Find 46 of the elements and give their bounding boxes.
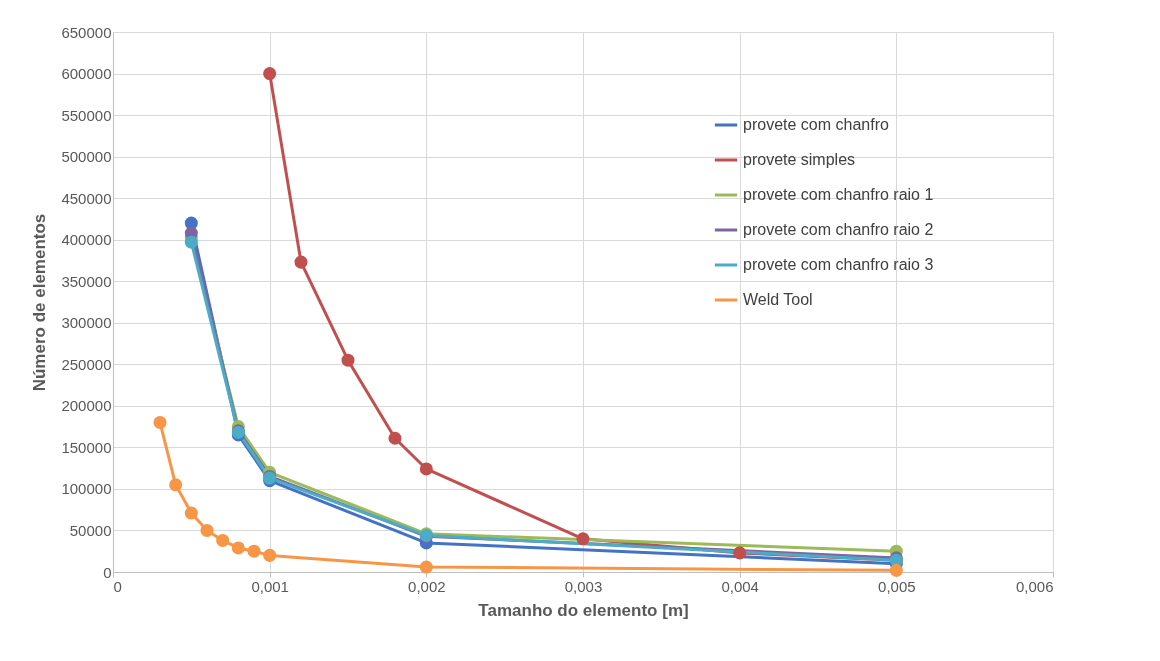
legend-label: provete com chanfro: [743, 116, 889, 133]
point: [184, 506, 198, 520]
point: [169, 478, 183, 492]
legend-label: provete com chanfro raio 2: [743, 221, 934, 238]
y-tick-label: 50000: [69, 521, 112, 539]
point: [216, 533, 230, 547]
x-tick-label: 0,002: [408, 577, 446, 595]
y-tick-label: 600000: [61, 65, 112, 83]
y-tick-label: 250000: [61, 355, 112, 373]
y-tick-label: 500000: [61, 148, 112, 166]
point: [294, 255, 308, 269]
point: [200, 523, 214, 537]
y-tick-label: 200000: [61, 397, 112, 415]
point: [263, 548, 277, 562]
point: [419, 462, 433, 476]
y-tick-label: 150000: [61, 438, 112, 456]
point: [419, 560, 433, 574]
y-axis-title: Número de elementos: [30, 213, 50, 392]
y-tick-label: 300000: [61, 314, 112, 332]
x-tick-label: 0,005: [878, 577, 916, 595]
y-tick-label: 450000: [61, 189, 112, 207]
legend-label: provete com chanfro raio 1: [743, 186, 934, 203]
point: [263, 67, 277, 81]
legend-label: provete simples: [743, 151, 856, 168]
point: [184, 235, 198, 249]
x-tick-label: 0,006: [1015, 577, 1054, 595]
y-tick-label: 400000: [61, 231, 112, 249]
point: [388, 431, 402, 445]
point: [247, 544, 261, 558]
y-tick-label: 650000: [61, 23, 112, 41]
y-tick-label: 0: [103, 563, 112, 581]
point: [153, 415, 167, 429]
x-axis-title: Tamanho do elemento [m]: [478, 600, 689, 620]
point: [341, 353, 355, 367]
point: [733, 546, 747, 560]
x-tick-label: 0,004: [721, 577, 759, 595]
x-tick-label: 0,003: [564, 577, 603, 595]
y-tick-label: 550000: [61, 106, 112, 124]
legend-label: provete com chanfro raio 3: [743, 256, 934, 273]
y-tick-label: 100000: [61, 480, 112, 498]
legend-label: Weld Tool: [743, 291, 813, 308]
point: [231, 541, 245, 555]
y-tick-label: 350000: [61, 272, 112, 290]
point: [889, 563, 903, 577]
x-tick-label: 0,001: [251, 577, 289, 595]
point: [576, 532, 590, 546]
